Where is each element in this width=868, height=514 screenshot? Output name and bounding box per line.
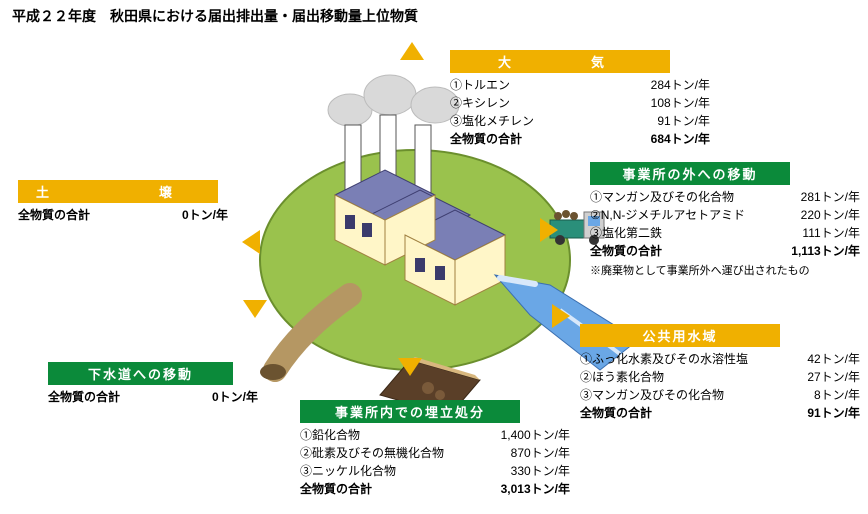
sewer-header: 下水道への移動 xyxy=(48,362,233,385)
landfill-item-2-label: ②砒素及びその無機化合物 xyxy=(300,444,444,462)
section-air: 大 気 ①トルエン 284トン/年 ②キシレン 108トン/年 ③塩化メチレン 91ト… xyxy=(450,50,710,148)
water-item-1-value: 42トン/年 xyxy=(780,350,860,368)
section-water: 公共用水域 ①ふっ化水素及びその水溶性塩 42トン/年 ②ほう素化合物 27トン/年… xyxy=(580,324,860,422)
transfer-total-label: 全物質の合計 xyxy=(590,242,662,260)
landfill-item-2-value: 870トン/年 xyxy=(490,444,570,462)
transfer-item-2-value: 220トン/年 xyxy=(780,206,860,224)
transfer-item-3-label: ③塩化第二鉄 xyxy=(590,224,662,242)
transfer-note: ※廃棄物として事業所外へ運び出されたもの xyxy=(590,262,860,278)
air-item-3-value: 91トン/年 xyxy=(630,112,710,130)
section-sewer: 下水道への移動 全物質の合計 0トン/年 xyxy=(48,362,258,406)
landfill-item-3-value: 330トン/年 xyxy=(490,462,570,480)
transfer-item-3-value: 111トン/年 xyxy=(780,224,860,242)
transfer-item-2-label: ②N,N-ジメチルアセトアミド xyxy=(590,206,745,224)
section-landfill: 事業所内での埋立処分 ①鉛化合物 1,400トン/年 ②砒素及びその無機化合物 87… xyxy=(300,400,570,498)
soil-total-label: 全物質の合計 xyxy=(18,206,90,224)
landfill-item-1-value: 1,400トン/年 xyxy=(490,426,570,444)
transfer-item-1-value: 281トン/年 xyxy=(780,188,860,206)
water-item-3-label: ③マンガン及びその化合物 xyxy=(580,386,724,404)
air-item-1-label: ①トルエン xyxy=(450,76,510,94)
transfer-total-value: 1,113トン/年 xyxy=(780,242,860,260)
arrow-soil-icon xyxy=(242,230,260,254)
landfill-item-3-label: ③ニッケル化合物 xyxy=(300,462,396,480)
page-title: 平成２２年度 秋田県における届出排出量・届出移動量上位物質 xyxy=(12,6,418,26)
water-item-1-label: ①ふっ化水素及びその水溶性塩 xyxy=(580,350,748,368)
arrow-air-icon xyxy=(400,42,424,60)
sewer-total-value: 0トン/年 xyxy=(178,388,258,406)
air-item-1-value: 284トン/年 xyxy=(630,76,710,94)
landfill-total-label: 全物質の合計 xyxy=(300,480,372,498)
soil-header: 土 壌 xyxy=(18,180,218,203)
landfill-total-value: 3,013トン/年 xyxy=(490,480,570,498)
landfill-header: 事業所内での埋立処分 xyxy=(300,400,520,423)
air-item-2-value: 108トン/年 xyxy=(630,94,710,112)
water-item-3-value: 8トン/年 xyxy=(780,386,860,404)
water-header: 公共用水域 xyxy=(580,324,780,347)
soil-total-value: 0トン/年 xyxy=(148,206,228,224)
landfill-item-1-label: ①鉛化合物 xyxy=(300,426,360,444)
air-total-label: 全物質の合計 xyxy=(450,130,522,148)
arrow-landfill-icon xyxy=(398,358,422,376)
air-item-3-label: ③塩化メチレン xyxy=(450,112,534,130)
water-item-2-value: 27トン/年 xyxy=(780,368,860,386)
arrow-water-icon xyxy=(552,304,570,328)
air-header: 大 気 xyxy=(450,50,670,73)
arrow-transfer-icon xyxy=(540,218,558,242)
water-total-label: 全物質の合計 xyxy=(580,404,652,422)
water-item-2-label: ②ほう素化合物 xyxy=(580,368,664,386)
transfer-item-1-label: ①マンガン及びその化合物 xyxy=(590,188,734,206)
sewer-total-label: 全物質の合計 xyxy=(48,388,120,406)
air-item-2-label: ②キシレン xyxy=(450,94,510,112)
water-total-value: 91トン/年 xyxy=(780,404,860,422)
arrow-sewer-icon xyxy=(243,300,267,318)
air-total-value: 684トン/年 xyxy=(630,130,710,148)
transfer-header: 事業所の外への移動 xyxy=(590,162,790,185)
section-soil: 土 壌 全物質の合計 0トン/年 xyxy=(18,180,228,224)
section-transfer: 事業所の外への移動 ①マンガン及びその化合物 281トン/年 ②N,N-ジメチルア… xyxy=(590,162,860,278)
